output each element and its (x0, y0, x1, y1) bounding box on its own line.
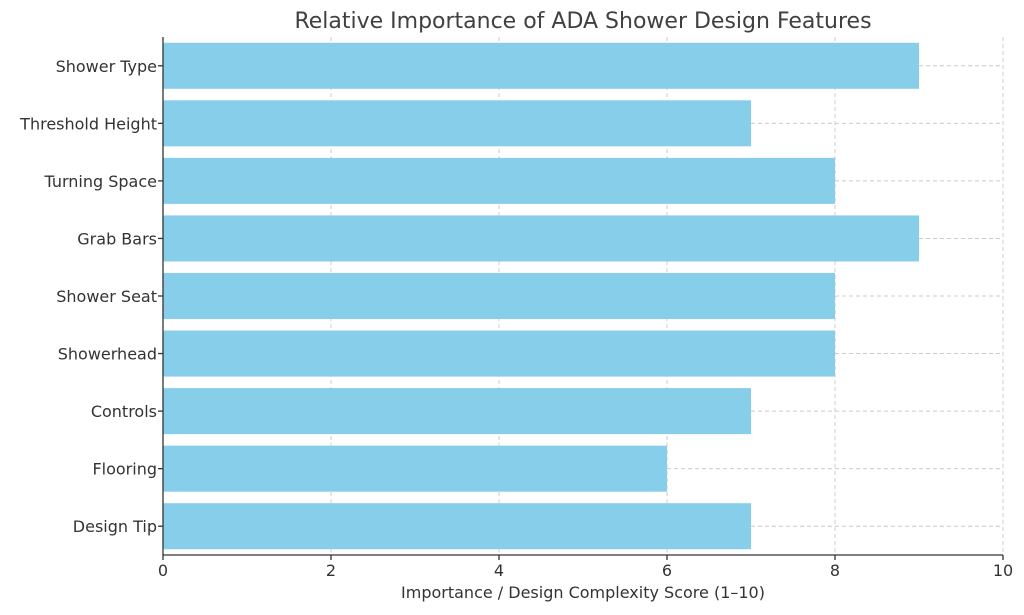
x-tick-label: 4 (494, 561, 504, 580)
x-tick-layer: 0 2 4 6 8 10 (158, 555, 1013, 580)
x-axis-label: Importance / Design Complexity Score (1–… (401, 583, 765, 602)
x-tick-label: 2 (326, 561, 336, 580)
x-tick-label: 10 (993, 561, 1013, 580)
bar (163, 42, 919, 89)
bar-layer (163, 42, 919, 550)
bar (163, 330, 835, 377)
bar (163, 100, 751, 147)
y-tick-label: Showerhead (58, 345, 157, 364)
x-tick-label: 6 (662, 561, 672, 580)
x-tick-label: 0 (158, 561, 168, 580)
y-tick-label: Shower Type (56, 57, 157, 76)
x-tick-label: 8 (830, 561, 840, 580)
y-tick-label: Grab Bars (77, 229, 157, 248)
bar (163, 388, 751, 435)
bar (163, 445, 667, 492)
y-tick-label: Design Tip (73, 517, 157, 536)
bar (163, 157, 835, 204)
y-tick-label: Shower Seat (56, 287, 157, 306)
bar (163, 503, 751, 550)
y-tick-label: Turning Space (43, 172, 157, 191)
y-tick-label: Threshold Height (19, 114, 157, 133)
y-tick-label: Controls (91, 402, 157, 421)
y-tick-label: Flooring (92, 460, 157, 479)
y-tick-layer: Shower Type Threshold Height Turning Space… (19, 57, 163, 536)
bar (163, 272, 835, 320)
chart-title: Relative Importance of ADA Shower Design… (294, 9, 871, 34)
bar (163, 215, 919, 262)
